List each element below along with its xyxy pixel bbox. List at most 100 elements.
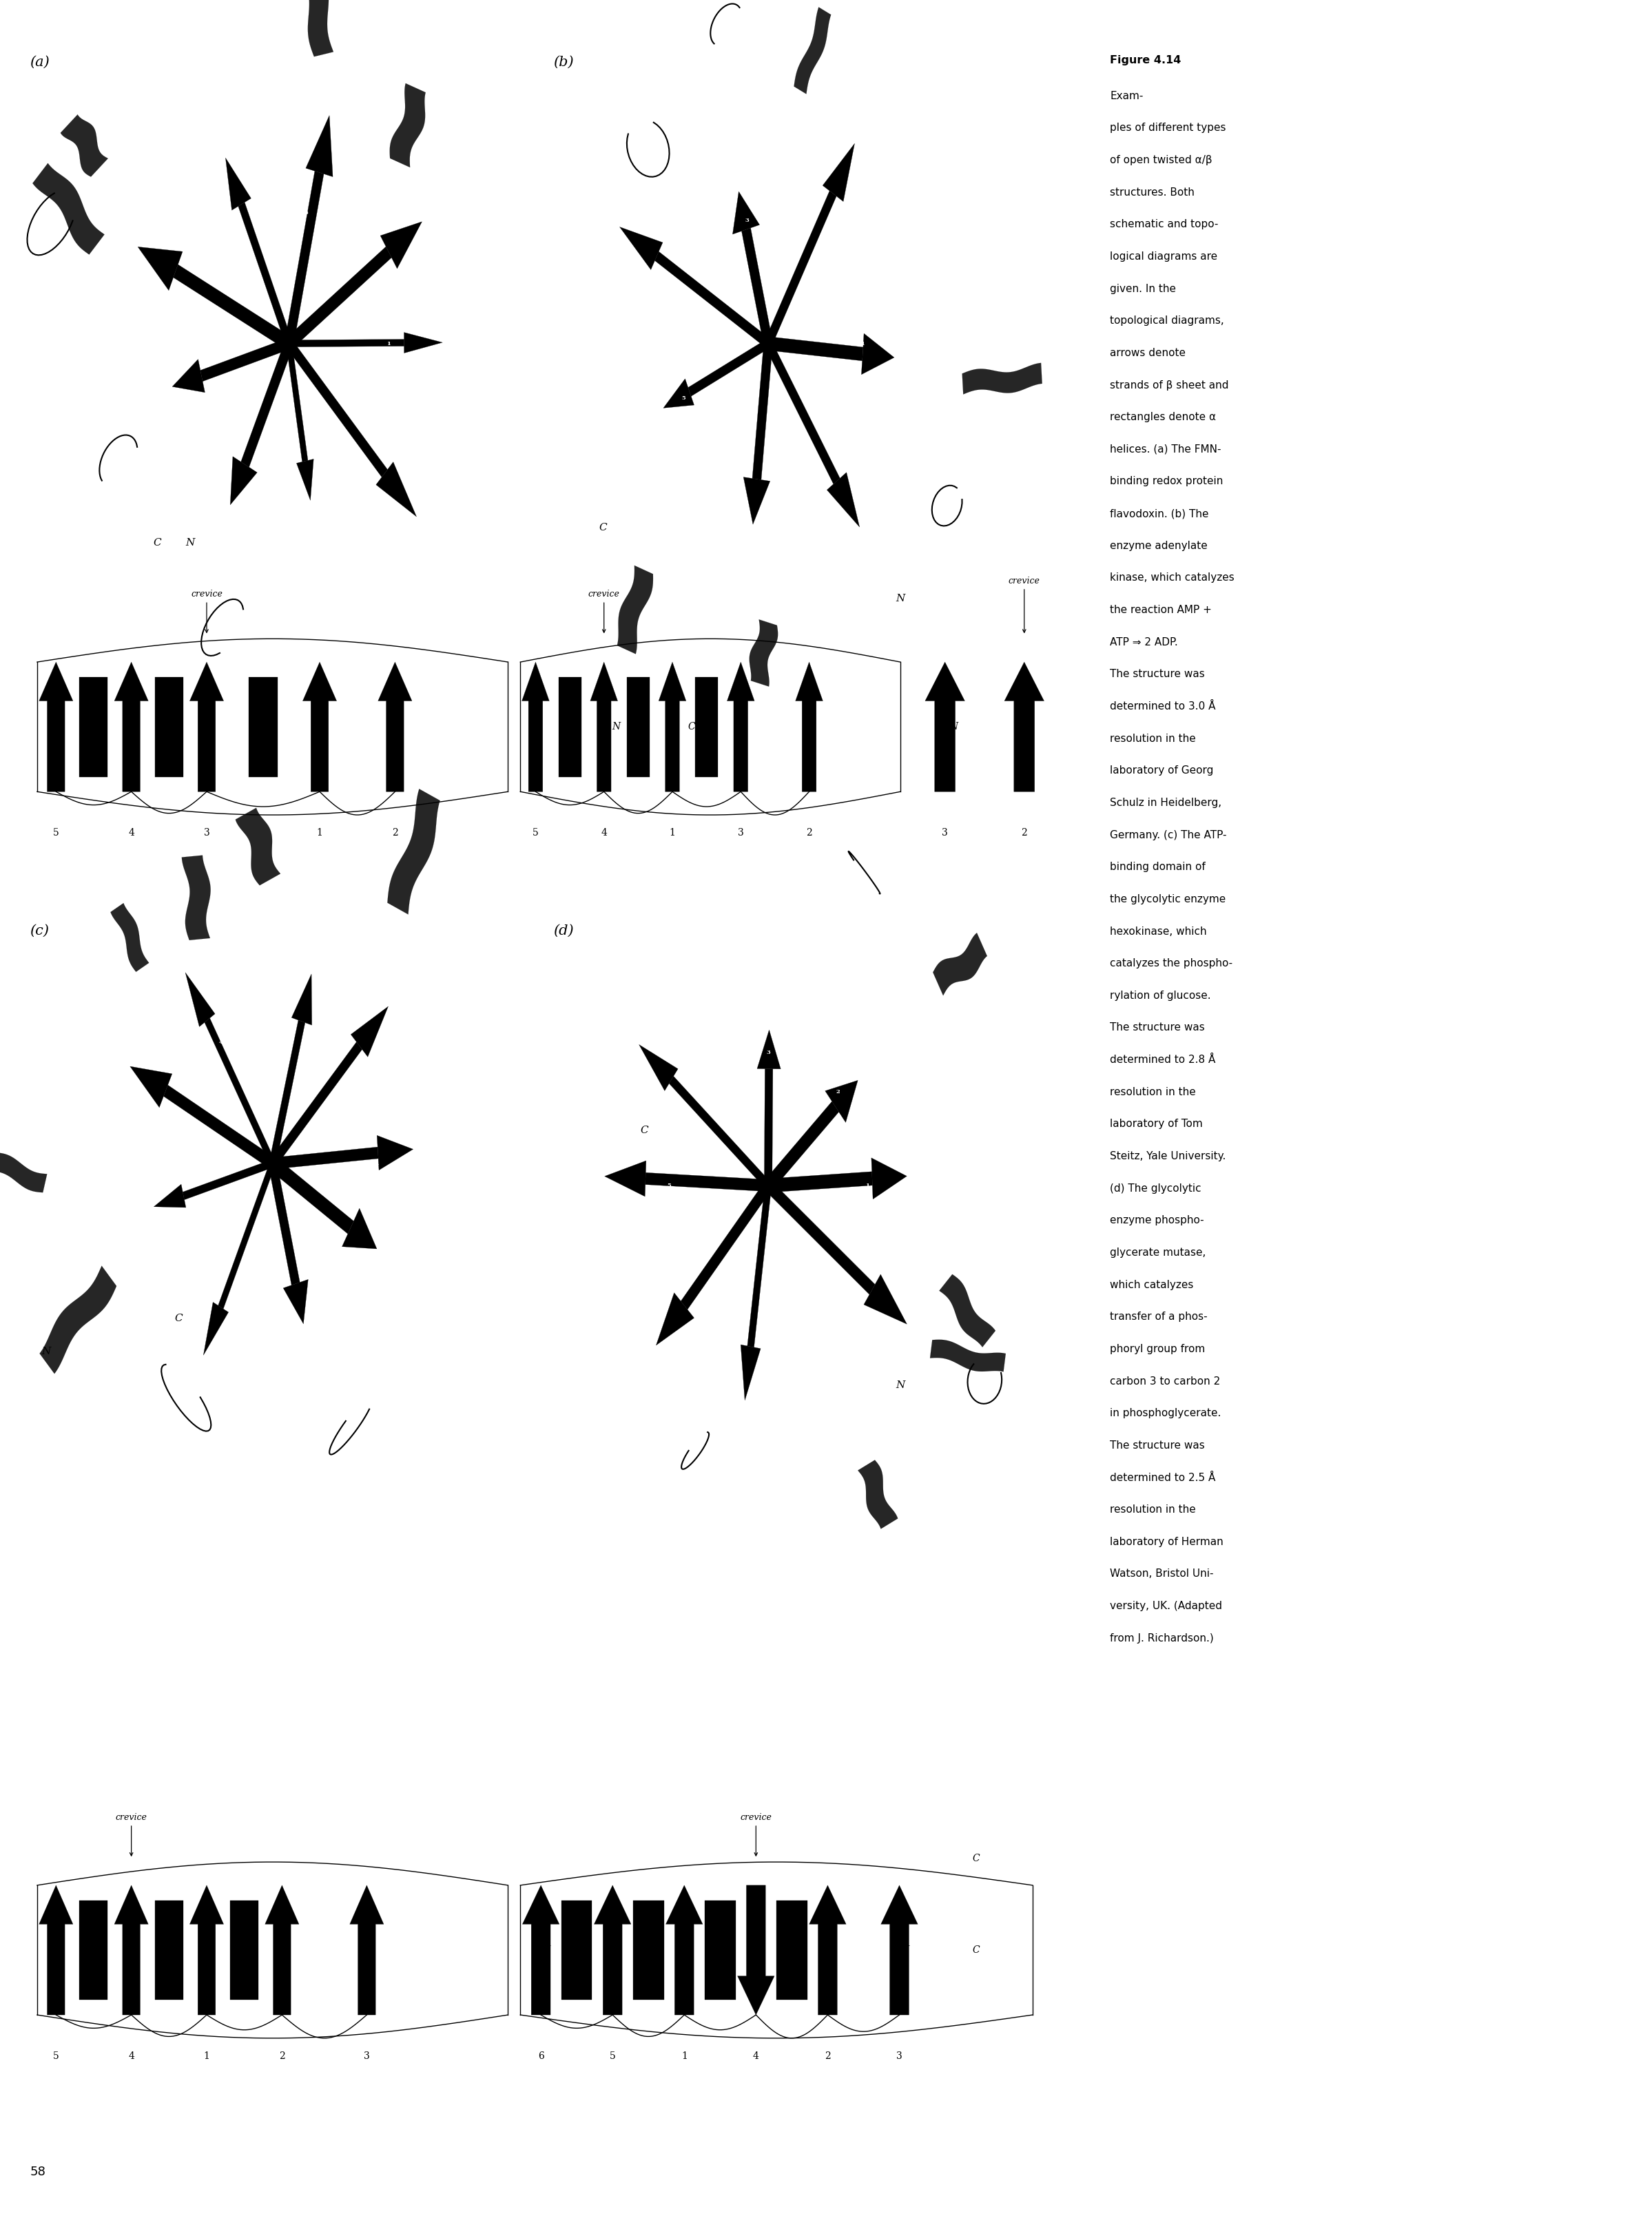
Polygon shape xyxy=(961,363,1042,394)
Polygon shape xyxy=(871,1157,907,1199)
Polygon shape xyxy=(182,855,210,940)
Text: Figure 4.14: Figure 4.14 xyxy=(1110,55,1181,66)
Bar xyxy=(626,676,649,776)
Text: binding redox protein: binding redox protein xyxy=(1110,476,1224,488)
Text: Exam-: Exam- xyxy=(1110,91,1143,102)
Text: 4: 4 xyxy=(218,1039,223,1046)
Text: laboratory of Tom: laboratory of Tom xyxy=(1110,1119,1203,1130)
Polygon shape xyxy=(664,379,694,408)
Polygon shape xyxy=(264,1886,299,2014)
Polygon shape xyxy=(796,663,823,791)
Polygon shape xyxy=(743,476,770,525)
Text: The structure was: The structure was xyxy=(1110,669,1204,680)
Polygon shape xyxy=(273,1148,378,1170)
Polygon shape xyxy=(268,1161,301,1285)
Polygon shape xyxy=(388,789,439,915)
Text: given. In the: given. In the xyxy=(1110,284,1176,295)
Text: resolution in the: resolution in the xyxy=(1110,1505,1196,1516)
Text: 3: 3 xyxy=(203,829,210,838)
Polygon shape xyxy=(823,144,854,202)
Polygon shape xyxy=(689,339,770,397)
Polygon shape xyxy=(666,1886,702,2014)
Polygon shape xyxy=(522,663,548,791)
Text: rectangles denote α: rectangles denote α xyxy=(1110,412,1216,423)
Polygon shape xyxy=(595,1886,631,2014)
Bar xyxy=(79,1899,107,1999)
Text: 4: 4 xyxy=(695,1088,700,1095)
Text: 3: 3 xyxy=(738,829,743,838)
Polygon shape xyxy=(933,933,988,995)
Text: 2: 2 xyxy=(806,829,813,838)
Text: C: C xyxy=(973,1855,980,1864)
Text: ples of different types: ples of different types xyxy=(1110,122,1226,133)
Polygon shape xyxy=(40,1265,117,1374)
Text: determined to 3.0 Å: determined to 3.0 Å xyxy=(1110,700,1216,711)
Text: 1: 1 xyxy=(375,1161,378,1166)
Text: 5: 5 xyxy=(173,1112,177,1119)
Text: (d) The glycolytic: (d) The glycolytic xyxy=(1110,1183,1201,1194)
Text: 3: 3 xyxy=(289,1024,292,1028)
Text: which catalyzes: which catalyzes xyxy=(1110,1279,1194,1290)
Text: The structure was: The structure was xyxy=(1110,1440,1204,1451)
Text: crevice: crevice xyxy=(740,1813,771,1855)
Text: crevice: crevice xyxy=(1008,576,1041,632)
Text: ATP ⇒ 2 ADP.: ATP ⇒ 2 ADP. xyxy=(1110,636,1178,647)
Polygon shape xyxy=(137,246,183,290)
Text: Steitz, Yale University.: Steitz, Yale University. xyxy=(1110,1150,1226,1161)
Text: N: N xyxy=(542,1946,550,1955)
Text: 2: 2 xyxy=(1021,829,1028,838)
Polygon shape xyxy=(33,164,104,255)
Polygon shape xyxy=(930,1341,1006,1372)
Polygon shape xyxy=(200,339,291,381)
Text: 2: 2 xyxy=(824,242,829,248)
Polygon shape xyxy=(61,115,107,177)
Polygon shape xyxy=(925,663,965,791)
Polygon shape xyxy=(809,1886,846,2014)
Text: 5: 5 xyxy=(681,394,686,401)
Polygon shape xyxy=(750,620,778,687)
Text: binding domain of: binding domain of xyxy=(1110,862,1206,873)
Polygon shape xyxy=(757,1030,781,1068)
Polygon shape xyxy=(742,228,773,346)
Polygon shape xyxy=(522,1886,560,2014)
Polygon shape xyxy=(291,975,312,1026)
Polygon shape xyxy=(230,456,258,505)
Text: N: N xyxy=(950,722,958,731)
Text: 1: 1 xyxy=(669,829,676,838)
Text: resolution in the: resolution in the xyxy=(1110,733,1196,745)
Polygon shape xyxy=(190,663,223,791)
Text: crevice: crevice xyxy=(588,589,620,632)
Polygon shape xyxy=(405,332,443,352)
Text: (c): (c) xyxy=(30,924,50,937)
Polygon shape xyxy=(286,339,388,476)
Text: 2: 2 xyxy=(392,829,398,838)
Text: resolution in the: resolution in the xyxy=(1110,1086,1196,1097)
Polygon shape xyxy=(297,0,334,58)
Polygon shape xyxy=(1004,663,1044,791)
Polygon shape xyxy=(241,341,292,468)
Text: 5: 5 xyxy=(53,829,59,838)
Text: 3: 3 xyxy=(304,211,309,215)
Text: 3: 3 xyxy=(745,217,750,224)
Text: 1: 1 xyxy=(866,1183,869,1188)
Text: 1: 1 xyxy=(861,341,864,346)
Bar xyxy=(776,1899,808,1999)
Bar xyxy=(249,676,278,776)
Bar xyxy=(79,676,107,776)
Text: N: N xyxy=(570,722,578,731)
Text: determined to 2.8 Å: determined to 2.8 Å xyxy=(1110,1055,1216,1066)
Text: laboratory of Georg: laboratory of Georg xyxy=(1110,765,1214,776)
Polygon shape xyxy=(380,222,421,268)
Text: 5: 5 xyxy=(532,829,539,838)
Text: C: C xyxy=(687,722,695,731)
Text: (d): (d) xyxy=(553,924,573,937)
Polygon shape xyxy=(768,1172,872,1192)
Text: 4: 4 xyxy=(129,2052,134,2061)
Polygon shape xyxy=(940,1274,996,1347)
Text: C: C xyxy=(641,1126,648,1135)
Polygon shape xyxy=(656,1292,694,1345)
Polygon shape xyxy=(732,191,760,235)
Text: C: C xyxy=(600,523,606,532)
Polygon shape xyxy=(0,1150,46,1192)
Text: 3: 3 xyxy=(363,2052,370,2061)
